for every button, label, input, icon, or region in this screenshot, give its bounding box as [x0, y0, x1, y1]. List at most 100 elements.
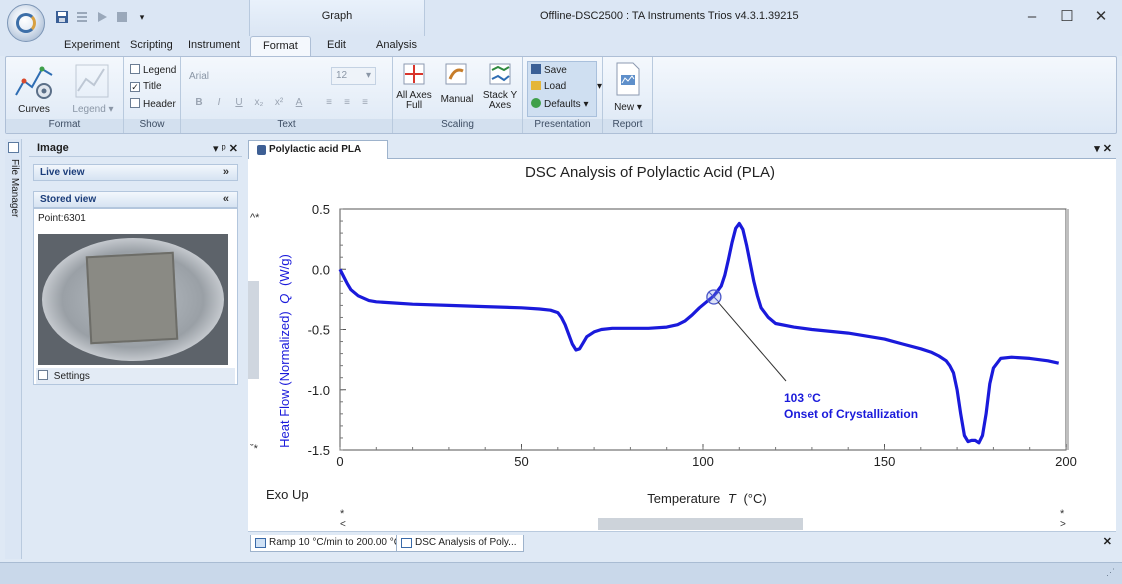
- maximize-button[interactable]: ☐: [1060, 8, 1074, 25]
- dsc-chart[interactable]: DSC Analysis of Polylactic Acid (PLA) He…: [248, 159, 1116, 531]
- stored-view-header[interactable]: Stored view «: [33, 191, 238, 208]
- x-scroll-right-icon[interactable]: >: [1060, 519, 1066, 530]
- image-panel: Image ▾ ᵖ ✕ Live view » Stored view « Po…: [29, 139, 242, 559]
- all-axes-full-button[interactable]: All Axes Full: [396, 90, 432, 111]
- file-manager-icon: [8, 142, 19, 153]
- show-group: Legend ✓ Title Header Show: [124, 57, 181, 133]
- onset-marker-cross: [708, 291, 720, 303]
- plot-frame-shadow: [1066, 209, 1069, 450]
- minimize-button[interactable]: –: [1027, 7, 1037, 25]
- format-group: Curves Legend ▾ Format: [6, 57, 124, 133]
- superscript-button[interactable]: x²: [274, 97, 284, 108]
- font-size-combo[interactable]: 12 ▾: [331, 67, 376, 85]
- stop-icon[interactable]: [114, 9, 130, 25]
- graph-tab[interactable]: DSC Analysis of Poly...: [396, 535, 524, 552]
- x-scroll-right-marker: *: [1060, 508, 1065, 520]
- customize-qat-icon[interactable]: ▾: [139, 11, 145, 22]
- close-button[interactable]: ✕: [1094, 8, 1108, 25]
- tab-analysis[interactable]: Analysis: [376, 39, 417, 51]
- underline-button[interactable]: U: [235, 97, 243, 108]
- show-group-label: Show: [124, 119, 180, 133]
- font-family-combo[interactable]: Arial: [189, 71, 210, 82]
- chevron-down-icon: ▾: [583, 99, 589, 110]
- tab-experiment[interactable]: Experiment: [64, 39, 120, 51]
- y-scroll-down-icon[interactable]: ˇ*: [250, 443, 259, 455]
- align-center-icon[interactable]: ≡: [344, 97, 350, 108]
- presentation-group: Save Load ▾ Defaults ▾ Presentation: [523, 57, 603, 133]
- x-axis-label-unit: (°C): [743, 491, 766, 506]
- save-icon[interactable]: [54, 9, 70, 25]
- x-scrollbar-thumb[interactable]: [598, 518, 803, 530]
- live-view-header[interactable]: Live view »: [33, 164, 238, 181]
- stack-y-axes-icon[interactable]: [487, 61, 513, 87]
- svg-text:Heat Flow (Normalized): Heat Flow (Normalized) Q (W/g): [277, 254, 292, 448]
- pin-icon[interactable]: ᵖ: [221, 143, 226, 155]
- presentation-save-button[interactable]: Save: [531, 64, 567, 76]
- font-color-button[interactable]: A: [295, 97, 303, 108]
- header-checkbox-row[interactable]: Header: [130, 98, 176, 110]
- presentation-defaults-button[interactable]: Defaults ▾: [531, 98, 589, 110]
- presentation-load-button[interactable]: Load ▾: [531, 81, 602, 92]
- y-tick-label: -1.5: [308, 443, 330, 458]
- manual-scale-icon[interactable]: [443, 61, 469, 87]
- align-right-icon[interactable]: ≡: [362, 97, 368, 108]
- tab-format[interactable]: Format: [250, 36, 311, 57]
- y-axis-label-unit: (W/g): [277, 254, 292, 286]
- heat-flow-series-line[interactable]: [338, 221, 1060, 445]
- legend-checkbox[interactable]: [130, 64, 140, 74]
- tab-instrument[interactable]: Instrument: [188, 39, 240, 51]
- document-menu-close-icon[interactable]: ▾ ✕: [1094, 143, 1112, 155]
- settings-row[interactable]: Settings: [36, 368, 235, 384]
- all-axes-full-icon[interactable]: [401, 61, 427, 87]
- image-panel-title: Image: [37, 142, 69, 154]
- legend-checkbox-row[interactable]: Legend: [130, 64, 176, 76]
- header-checkbox[interactable]: [130, 98, 140, 108]
- tab-scripting[interactable]: Scripting: [130, 39, 173, 51]
- window-title: Offline-DSC2500 : TA Instruments Trios v…: [540, 10, 799, 22]
- y-axis-label: Heat Flow (Normalized) Q (W/g): [277, 254, 292, 448]
- curves-icon[interactable]: [14, 61, 56, 101]
- legend-dropdown-button[interactable]: Legend ▾: [72, 104, 114, 115]
- context-tab-group-label: Graph: [321, 10, 353, 22]
- tab-edit[interactable]: Edit: [327, 39, 346, 51]
- y-tick-label: 0.0: [312, 262, 330, 277]
- stack-y-axes-button[interactable]: Stack Y Axes: [482, 90, 518, 111]
- context-tab-group-header: Graph: [249, 0, 425, 36]
- sample-image: [38, 234, 228, 365]
- play-icon[interactable]: [94, 9, 110, 25]
- x-scroll-left-marker: *: [340, 508, 345, 520]
- new-report-button[interactable]: New ▾: [614, 102, 642, 113]
- legend-checkbox-label: Legend: [143, 65, 177, 76]
- resize-grip-icon[interactable]: ⋰: [1106, 567, 1115, 577]
- document-tab[interactable]: Polylactic acid PLA: [248, 140, 388, 159]
- new-report-icon[interactable]: [613, 61, 643, 97]
- title-checkbox[interactable]: ✓: [130, 82, 140, 92]
- italic-button[interactable]: I: [217, 97, 221, 108]
- svg-text:Temperature T: Temperature T (°C): [647, 491, 766, 506]
- y-tick-label: 0.5: [312, 202, 330, 217]
- image-panel-header: Image ▾ ᵖ ✕: [29, 139, 242, 157]
- app-menu-button[interactable]: [7, 4, 45, 42]
- x-scroll-left-icon[interactable]: <: [340, 519, 346, 530]
- title-checkbox-row[interactable]: ✓ Title: [130, 81, 162, 92]
- x-tick-label: 200: [1055, 454, 1077, 469]
- manual-button[interactable]: Manual: [440, 94, 474, 105]
- bottom-close-icon[interactable]: ✕: [1102, 536, 1112, 548]
- bold-button[interactable]: B: [195, 97, 203, 108]
- x-tick-label: 150: [874, 454, 896, 469]
- y-scrollbar-thumb[interactable]: [248, 281, 259, 379]
- align-left-icon[interactable]: ≡: [326, 97, 332, 108]
- text-group-label: Text: [181, 119, 392, 133]
- pause-icon[interactable]: [74, 9, 90, 25]
- ramp-tab[interactable]: Ramp 10 °C/min to 200.00 °C: [250, 535, 408, 552]
- y-scroll-up-icon[interactable]: ^*: [250, 212, 260, 224]
- subscript-button[interactable]: x₂: [254, 97, 264, 108]
- panel-menu-icon[interactable]: ▾: [212, 143, 219, 155]
- curves-button[interactable]: Curves: [18, 104, 50, 115]
- file-manager-side-tab[interactable]: File Manager: [5, 139, 22, 559]
- panel-controls: ▾ ᵖ ✕: [213, 142, 238, 155]
- x-tick-label: 50: [514, 454, 528, 469]
- plot-frame: [339, 208, 1067, 451]
- panel-close-icon[interactable]: ✕: [228, 143, 238, 155]
- settings-checkbox[interactable]: [38, 370, 48, 380]
